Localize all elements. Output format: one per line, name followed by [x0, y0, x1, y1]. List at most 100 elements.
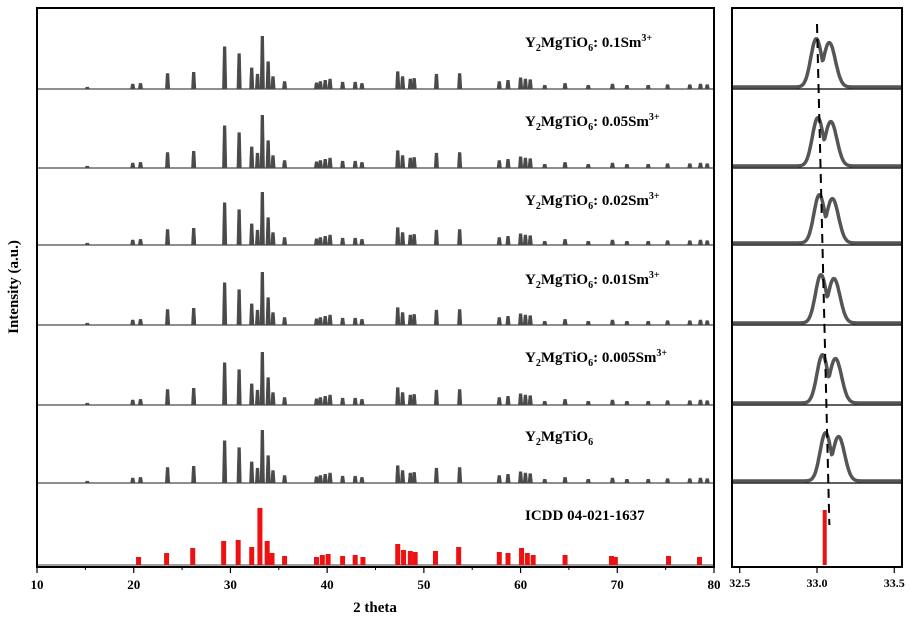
pattern-peak [222, 362, 228, 406]
reference-bar [456, 547, 462, 565]
pattern-peak [282, 397, 288, 406]
pattern-peak [505, 396, 511, 406]
pattern-peak [340, 397, 346, 406]
pattern-peak [137, 83, 144, 90]
pattern-peak [254, 309, 261, 326]
pattern-peak [562, 477, 568, 484]
pattern-peak [84, 480, 90, 484]
pattern-peak [527, 395, 533, 406]
reference-bar [519, 548, 525, 565]
pattern-peak [496, 317, 502, 326]
pattern-peak [562, 399, 568, 406]
pattern-peak [645, 84, 651, 90]
pattern-peak [505, 159, 511, 169]
pattern-peak [542, 320, 548, 326]
pattern-peak [84, 165, 90, 169]
zoom-peak-curve [731, 352, 903, 405]
pattern-peak [496, 397, 502, 406]
pattern-3 [84, 272, 710, 326]
pattern-peak [352, 317, 358, 326]
pattern-peak [609, 319, 616, 326]
pattern-peak [496, 81, 502, 90]
pattern-peak [400, 232, 406, 246]
pattern-peak [687, 320, 693, 326]
pattern-peak [137, 399, 144, 406]
pattern-peak [236, 209, 242, 246]
pattern-peak [522, 78, 528, 90]
zoom-peak-curve [731, 430, 903, 483]
series-label: Y2MgTiO6 [525, 429, 593, 448]
pattern-peak [411, 472, 417, 484]
pattern-peak [518, 77, 524, 90]
pattern-peak [254, 152, 261, 169]
pattern-peak [165, 467, 171, 484]
pattern-peak [259, 115, 265, 169]
pattern-peak [317, 475, 323, 484]
pattern-peak [433, 467, 439, 484]
pattern-peak [359, 399, 365, 406]
pattern-peak [236, 369, 242, 406]
pattern-peak [165, 73, 171, 90]
pattern-peak [130, 319, 136, 326]
pattern-peak [265, 297, 271, 326]
pattern-peak [411, 394, 417, 406]
pattern-peak [697, 83, 704, 90]
pattern-peak [407, 234, 413, 246]
pattern-peak [665, 478, 671, 484]
pattern-peak [317, 317, 323, 326]
series-label: Y2MgTiO6: 0.01Sm3+ [525, 270, 660, 291]
pattern-peak [84, 86, 90, 90]
pattern-peak [165, 389, 171, 406]
zoom-peak-curve [731, 36, 903, 89]
zoom-peak-curve [731, 272, 903, 325]
pattern-peak [137, 239, 144, 246]
pattern-peak [704, 163, 710, 169]
pattern-peak [282, 317, 288, 326]
reference-bar [562, 555, 568, 565]
pattern-peak [665, 84, 671, 90]
pattern-peak [407, 394, 413, 406]
pattern-peak [665, 163, 671, 169]
pattern-peak [542, 478, 548, 484]
pattern-peak [249, 146, 255, 169]
pattern-peak [84, 242, 90, 246]
pattern-peak [270, 470, 276, 484]
zoom-x-tick-label: 33.0 [807, 576, 828, 590]
reference-bar [696, 557, 702, 565]
reference-bar [412, 552, 418, 565]
pattern-peak [527, 315, 533, 326]
pattern-peak [130, 477, 136, 484]
reference-bar [221, 541, 227, 565]
pattern-peak [585, 320, 591, 326]
pattern-peak [340, 475, 346, 484]
pattern-peak [236, 447, 242, 484]
pattern-peak [665, 320, 671, 326]
zoom-reference-bar [822, 510, 827, 565]
pattern-peak [270, 76, 276, 90]
pattern-peak [191, 307, 197, 326]
zoom-peaks [731, 36, 903, 484]
reference-bar [282, 556, 288, 565]
pattern-peak [84, 402, 90, 406]
pattern-peak [265, 140, 271, 169]
zoom-x-tick-label: 33.5 [884, 576, 905, 590]
pattern-peak [704, 84, 710, 90]
pattern-peak [359, 239, 365, 246]
pattern-peak [249, 223, 255, 246]
pattern-peak [400, 155, 406, 169]
reference-bar [530, 555, 536, 565]
pattern-peak [400, 76, 406, 90]
pattern-peak [457, 229, 463, 246]
pattern-peak [249, 461, 255, 484]
pattern-peak [496, 160, 502, 169]
pattern-peak [265, 377, 271, 406]
pattern-peak [609, 162, 616, 169]
pattern-peak [395, 227, 401, 246]
zoom-x-axis-ticks: 32.5 33.0 33.5 [729, 567, 905, 590]
pattern-peak [259, 36, 265, 90]
pattern-peak [400, 312, 406, 326]
pattern-peak [352, 237, 358, 246]
pattern-peak [407, 472, 413, 484]
pattern-peak [704, 478, 710, 484]
pattern-peak [624, 240, 630, 246]
